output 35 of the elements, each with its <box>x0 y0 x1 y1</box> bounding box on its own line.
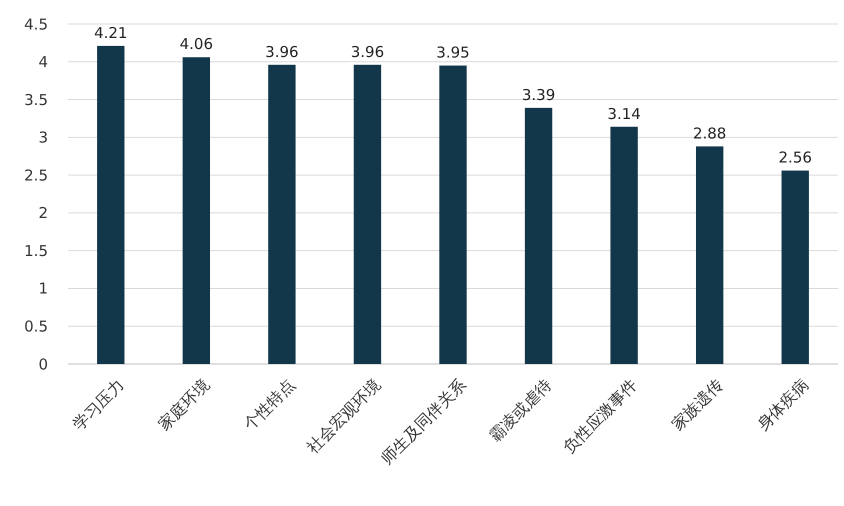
bar <box>782 170 809 364</box>
bar <box>268 64 296 364</box>
data-label: 3.95 <box>436 44 470 62</box>
x-tick-label: 身体疾病 <box>753 375 812 434</box>
x-tick-label: 霸凌或虐待 <box>485 375 556 446</box>
bar <box>354 64 382 364</box>
data-label: 4.21 <box>94 24 128 42</box>
y-tick-label: 2 <box>38 204 48 222</box>
y-tick-label: 0.5 <box>24 317 48 336</box>
y-tick-label: 3.5 <box>24 90 48 109</box>
x-tick-label: 家族遗传 <box>668 375 726 434</box>
bar <box>97 46 124 364</box>
x-tick-label: 负性应激事件 <box>560 375 641 457</box>
data-label: 3.39 <box>522 86 556 104</box>
bar <box>610 126 638 364</box>
data-label: 3.14 <box>607 104 641 123</box>
data-label: 4.06 <box>180 35 214 54</box>
bar <box>524 108 552 364</box>
y-tick-label: 0 <box>38 355 48 374</box>
y-tick-label: 2.5 <box>24 166 48 184</box>
data-label: 3.96 <box>265 42 299 61</box>
y-tick-label: 4 <box>38 53 48 72</box>
bar <box>696 146 724 364</box>
y-tick-label: 1.5 <box>24 242 48 260</box>
x-tick-label: 学习压力 <box>68 375 128 434</box>
y-tick-label: 4.5 <box>24 15 48 34</box>
y-tick-label: 1 <box>38 280 48 298</box>
data-label: 3.96 <box>350 42 384 61</box>
bar <box>439 66 467 364</box>
x-tick-label: 家庭环境 <box>154 375 214 434</box>
data-label: 2.88 <box>692 124 726 142</box>
data-label: 2.56 <box>778 148 812 167</box>
y-tick-label: 3 <box>38 128 48 147</box>
x-tick-label: 个性特点 <box>240 375 299 434</box>
bar <box>182 57 210 364</box>
